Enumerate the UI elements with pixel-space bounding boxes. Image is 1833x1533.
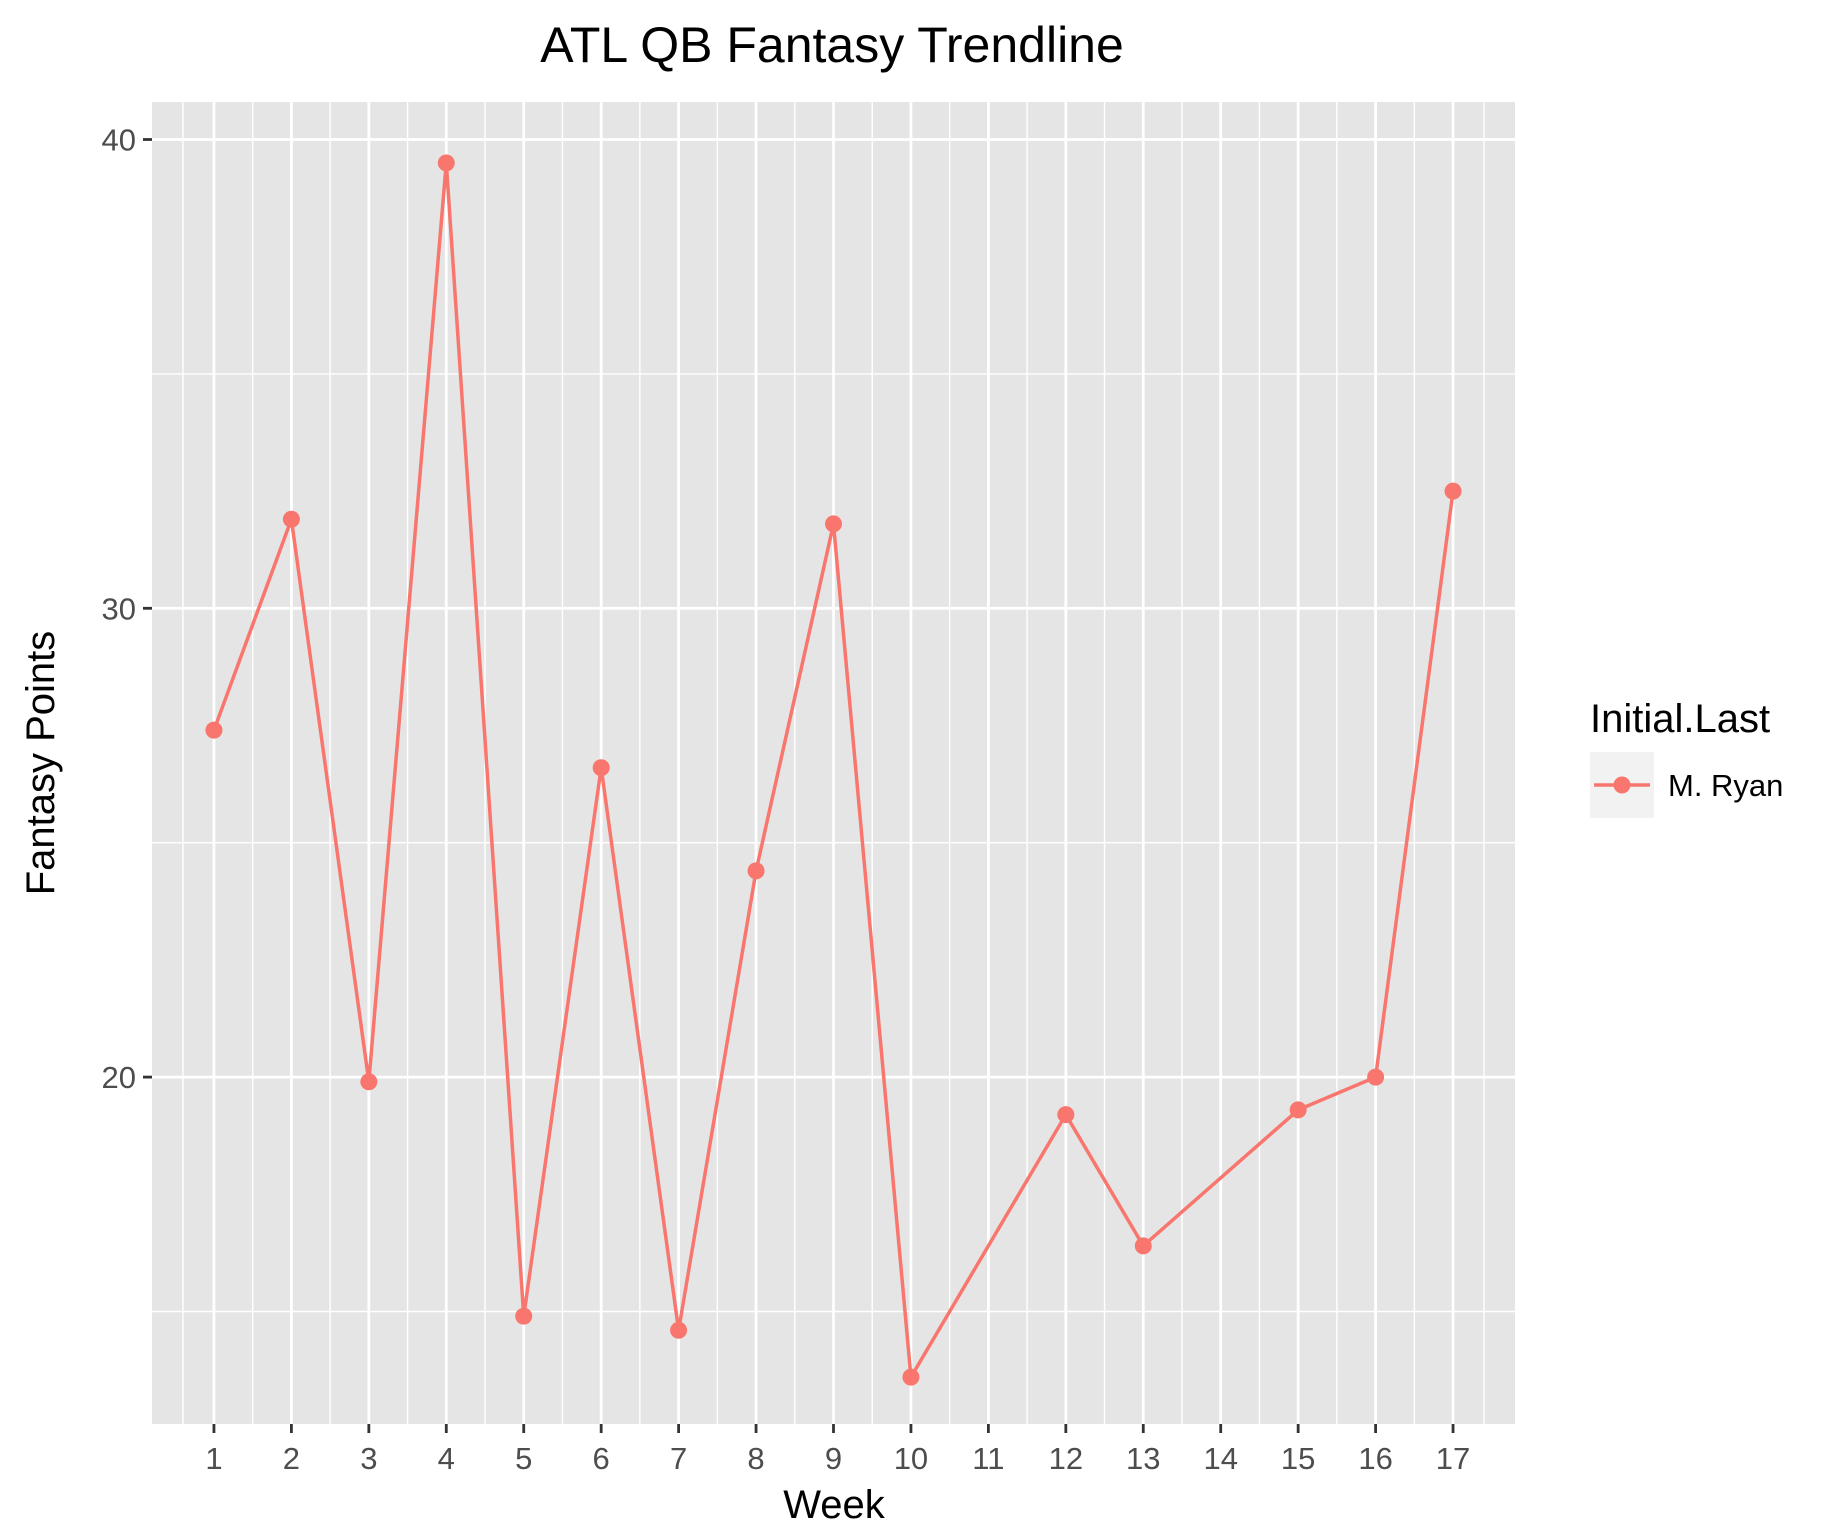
data-point xyxy=(1367,1068,1385,1086)
x-tick-label: 10 xyxy=(894,1441,928,1476)
x-tick-label: 3 xyxy=(360,1441,377,1476)
x-tick-label: 11 xyxy=(972,1441,1004,1476)
data-point xyxy=(1289,1101,1307,1119)
data-point xyxy=(205,721,223,739)
y-axis: 20 30 40 xyxy=(102,123,152,1095)
data-point xyxy=(282,510,300,528)
y-tick-label: 20 xyxy=(102,1060,136,1095)
x-tick-label: 2 xyxy=(283,1441,300,1476)
x-tick-label: 8 xyxy=(747,1441,764,1476)
x-tick-label: 6 xyxy=(593,1441,610,1476)
data-point xyxy=(1134,1237,1152,1255)
data-point xyxy=(902,1368,920,1386)
data-point xyxy=(515,1307,533,1325)
x-tick-label: 12 xyxy=(1049,1441,1083,1476)
x-tick-label: 1 xyxy=(205,1441,222,1476)
data-point xyxy=(360,1073,378,1091)
legend-label-m-ryan: M. Ryan xyxy=(1668,768,1783,803)
x-tick-label: 14 xyxy=(1203,1441,1237,1476)
series-layer xyxy=(205,154,1462,1386)
y-tick-label: 30 xyxy=(102,591,136,626)
x-tick-label: 15 xyxy=(1281,1441,1315,1476)
x-axis-title: Week xyxy=(783,1483,886,1527)
data-point xyxy=(747,862,765,880)
x-tick-label: 17 xyxy=(1436,1441,1470,1476)
x-tick-label: 4 xyxy=(438,1441,455,1476)
minor-gridlines xyxy=(152,102,1515,1424)
data-point xyxy=(825,515,842,533)
x-tick-label: 5 xyxy=(515,1441,532,1476)
x-axis: 1 2 3 4 5 6 7 8 9 10 11 12 13 14 15 16 17 xyxy=(205,1424,1470,1476)
data-point xyxy=(670,1321,688,1339)
data-point xyxy=(437,154,455,172)
legend-key-point xyxy=(1613,776,1631,794)
data-point xyxy=(592,759,610,777)
y-tick-label: 40 xyxy=(102,123,136,158)
data-point xyxy=(1444,482,1462,500)
major-gridlines xyxy=(152,102,1515,1424)
x-tick-label: 13 xyxy=(1126,1441,1160,1476)
x-tick-label: 7 xyxy=(670,1441,687,1476)
legend-title: Initial.Last xyxy=(1590,697,1770,741)
data-point xyxy=(1057,1106,1075,1124)
chart-title: ATL QB Fantasy Trendline xyxy=(540,17,1124,73)
legend: Initial.Last M. Ryan xyxy=(1590,697,1783,818)
x-tick-label: 16 xyxy=(1358,1441,1392,1476)
y-axis-title: Fantasy Points xyxy=(19,631,63,896)
x-tick-label: 9 xyxy=(825,1441,842,1476)
